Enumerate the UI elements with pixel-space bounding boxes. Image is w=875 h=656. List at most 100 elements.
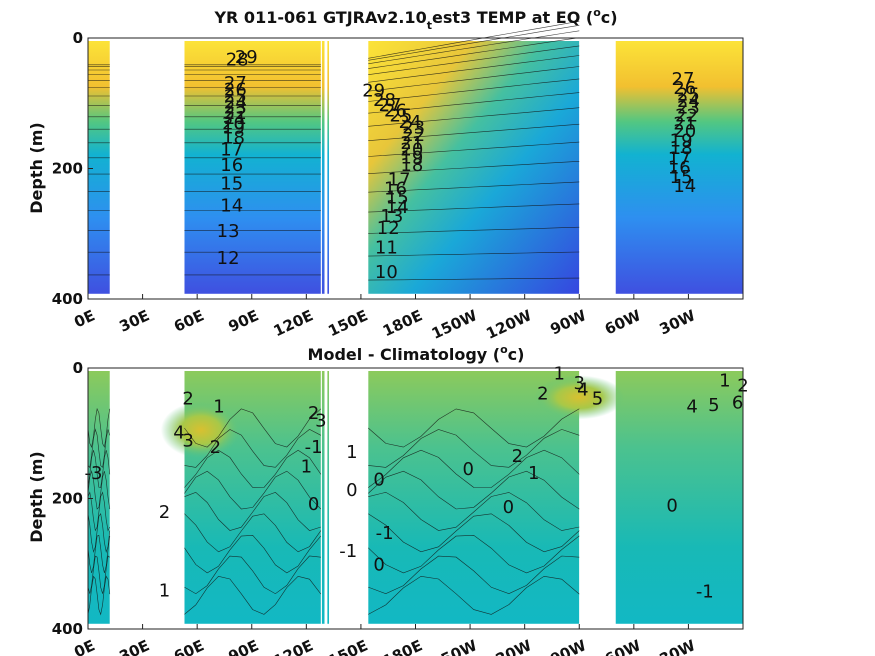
land-mask	[109, 39, 185, 298]
contour-label: 3	[574, 373, 585, 394]
contour-labels: 2928272625242322212019181716151413122928…	[217, 47, 700, 283]
y-tick-label: 400	[52, 290, 83, 308]
contour-line	[87, 534, 111, 573]
contour-line	[87, 470, 111, 510]
contour-label: -1	[696, 582, 714, 603]
contour-line	[87, 555, 110, 594]
contour-label: 16	[384, 179, 407, 200]
contour-line	[87, 491, 111, 532]
contour-line	[368, 429, 580, 468]
contour-label: 16	[220, 155, 243, 176]
contour-line	[368, 575, 580, 615]
contour-label: 1	[301, 456, 312, 477]
contour-line	[184, 555, 321, 595]
x-tick-label: 150E	[325, 306, 370, 340]
contour-label: 15	[386, 188, 409, 209]
y-tick-label: 0	[73, 359, 83, 377]
contour-label: 18	[400, 155, 423, 176]
contour-line	[184, 449, 322, 488]
contour-label: 1	[346, 442, 357, 463]
contour-label: 0	[373, 469, 384, 490]
land-mask	[329, 369, 369, 628]
field-block	[321, 41, 325, 294]
contour-label: 17	[388, 169, 411, 190]
contour-label: 4	[686, 396, 697, 417]
contour-label: 4	[577, 379, 588, 400]
contour-label: 2	[210, 437, 221, 458]
contour-label: 24	[677, 91, 700, 112]
x-tick-label: 90W	[547, 636, 589, 656]
x-tick-label: 90W	[547, 306, 589, 338]
x-tick-label: 60W	[602, 636, 644, 656]
field-block	[327, 41, 330, 294]
anomaly-hotspot	[160, 401, 241, 458]
contour-label: -1	[339, 541, 357, 562]
contour-line	[184, 513, 322, 553]
contour-label: 27	[379, 95, 402, 116]
contour-line	[184, 429, 322, 468]
top-x-ticks: 0E 30E 60E 90E 120E 150E 180E 150W 120W 90W 60W 30W	[71, 294, 699, 343]
contour-line	[368, 203, 580, 213]
contour-label: 15	[220, 173, 243, 194]
contour-label: 27	[224, 73, 247, 94]
bottom-title: Model - Climatology (oc)	[308, 343, 525, 364]
contour-line	[368, 107, 580, 127]
contour-label: 26	[673, 78, 696, 99]
field-block	[184, 41, 321, 294]
x-tick-label: 90E	[226, 306, 262, 335]
contour-label: 28	[373, 90, 396, 111]
contour-label: 6	[732, 392, 743, 413]
contour-line	[368, 181, 580, 193]
contour-label: 26	[384, 100, 407, 121]
contour-line	[184, 408, 322, 448]
y-tick-label: 400	[52, 620, 83, 638]
contour-label: 0	[503, 497, 514, 518]
contour-label: 18	[670, 138, 693, 159]
contour-label: -1	[305, 437, 323, 458]
contour-label: 24	[224, 92, 247, 113]
x-tick-label: 0E	[71, 636, 97, 656]
land-mask	[320, 369, 322, 628]
field-block	[327, 371, 330, 624]
x-tick-label: 150W	[429, 306, 480, 343]
contour-lines	[88, 20, 580, 281]
contour-label: 26	[224, 79, 247, 100]
contour-line	[368, 491, 580, 531]
contour-label: 4	[173, 422, 184, 443]
land-mask	[324, 39, 328, 298]
contour-label: 23	[677, 98, 700, 119]
contour-label: 21	[400, 133, 423, 154]
contour-label: 2	[159, 502, 170, 523]
contour-label: 0	[308, 494, 319, 515]
contour-line	[368, 20, 580, 59]
contour-label: 5	[708, 395, 719, 416]
contour-label: 13	[217, 221, 240, 242]
contour-line	[184, 534, 322, 574]
contour-line	[368, 449, 580, 488]
field-block	[615, 371, 743, 624]
field-block	[88, 41, 110, 294]
contour-label: 1	[528, 463, 539, 484]
contour-label: 18	[222, 128, 245, 149]
contour-label: 17	[220, 139, 243, 160]
contour-label: -1	[376, 523, 394, 544]
contour-label: 5	[592, 389, 603, 410]
x-tick-label: 30E	[116, 636, 152, 656]
contour-label: 23	[402, 117, 425, 138]
x-tick-label: 30W	[657, 636, 699, 656]
contour-label: 12	[377, 218, 400, 239]
contour-label: 0	[463, 459, 474, 480]
land-mask	[320, 39, 322, 298]
land-mask	[324, 369, 328, 628]
top-ylabel: Depth (m)	[27, 122, 46, 214]
contour-label: 2	[308, 403, 319, 424]
contour-label: 22	[675, 106, 698, 127]
contour-label: 0	[346, 480, 357, 501]
x-tick-label: 120E	[271, 306, 316, 340]
y-tick-label: 0	[73, 29, 83, 47]
contour-line	[368, 161, 580, 174]
contour-label: 3	[315, 411, 326, 432]
contour-label: 23	[224, 98, 247, 119]
contour-line	[368, 78, 580, 102]
